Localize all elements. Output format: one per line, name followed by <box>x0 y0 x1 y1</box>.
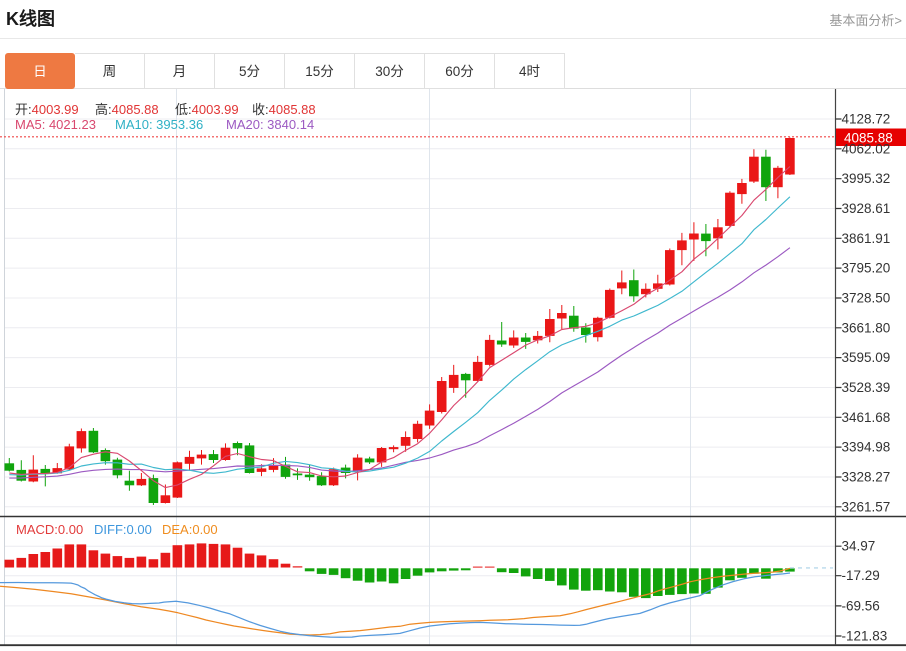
svg-text:-69.56: -69.56 <box>842 598 880 613</box>
svg-text:-17.29: -17.29 <box>842 568 880 583</box>
svg-text:3861.91: 3861.91 <box>842 231 891 246</box>
svg-text:3328.27: 3328.27 <box>842 470 891 485</box>
svg-text:3461.68: 3461.68 <box>842 410 891 425</box>
svg-text:4128.72: 4128.72 <box>842 112 891 127</box>
svg-text:3928.61: 3928.61 <box>842 201 891 216</box>
svg-text:3728.50: 3728.50 <box>842 291 891 306</box>
svg-text:-121.83: -121.83 <box>842 629 888 644</box>
svg-text:3995.32: 3995.32 <box>842 171 891 186</box>
svg-text:3394.98: 3394.98 <box>842 440 891 455</box>
svg-text:3261.57: 3261.57 <box>842 499 891 514</box>
svg-text:3595.09: 3595.09 <box>842 350 891 365</box>
svg-text:34.97: 34.97 <box>842 539 876 554</box>
svg-text:4085.88: 4085.88 <box>844 131 893 146</box>
svg-text:3528.39: 3528.39 <box>842 380 891 395</box>
svg-text:4062.02: 4062.02 <box>842 141 891 156</box>
svg-text:3795.20: 3795.20 <box>842 261 891 276</box>
svg-text:3661.80: 3661.80 <box>842 320 891 335</box>
